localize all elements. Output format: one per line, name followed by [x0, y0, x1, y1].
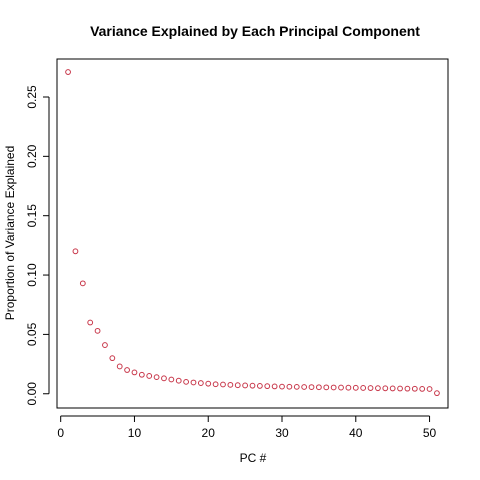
- x-tick-label: 50: [423, 426, 437, 440]
- data-point: [227, 381, 234, 388]
- data-point: [411, 385, 418, 392]
- data-point: [264, 383, 271, 390]
- data-point: [234, 382, 241, 389]
- data-point: [345, 384, 352, 391]
- data-point: [330, 384, 337, 391]
- y-axis-label: Proportion of Variance Explained: [3, 146, 17, 321]
- data-point: [65, 69, 71, 75]
- data-point: [352, 384, 359, 391]
- y-tick-label: 0.25: [25, 85, 39, 109]
- data-point: [183, 378, 190, 385]
- x-tick-label: 40: [349, 426, 363, 440]
- data-points: [65, 69, 440, 397]
- data-point: [79, 280, 86, 287]
- data-point: [242, 382, 249, 389]
- data-point: [256, 383, 263, 389]
- data-point: [168, 376, 175, 383]
- data-point: [102, 342, 108, 348]
- data-point: [175, 377, 182, 384]
- data-point: [87, 319, 94, 326]
- y-tick-label: 0.05: [25, 322, 39, 346]
- data-point: [301, 384, 308, 390]
- data-point: [72, 248, 79, 255]
- data-point: [315, 384, 322, 391]
- data-point: [161, 375, 167, 382]
- data-point: [138, 371, 145, 378]
- data-point: [124, 367, 130, 373]
- y-tick-label: 0.00: [25, 382, 39, 406]
- data-point: [249, 382, 256, 389]
- x-axis-label: PC #: [240, 451, 267, 465]
- data-point: [220, 381, 226, 388]
- data-point: [190, 379, 197, 386]
- data-point: [205, 380, 212, 387]
- data-point: [131, 369, 138, 376]
- data-point: [94, 327, 101, 334]
- data-point: [109, 355, 116, 362]
- data-point: [434, 390, 440, 397]
- x-tick-label: 20: [202, 426, 216, 440]
- data-point: [404, 385, 411, 392]
- y-axis: 0.00 0.05 0.10 0.15 0.20 0.25: [25, 85, 50, 406]
- data-point: [375, 385, 381, 392]
- data-point: [426, 386, 433, 392]
- data-point: [367, 385, 374, 391]
- data-point: [338, 384, 344, 391]
- data-point: [308, 384, 315, 391]
- x-axis: 0 10 20 30 40 50: [57, 415, 437, 440]
- data-point: [360, 385, 367, 391]
- y-tick-label: 0.20: [25, 144, 39, 168]
- plot-frame: [56, 58, 449, 409]
- data-point: [116, 363, 123, 370]
- data-point: [397, 385, 403, 392]
- y-tick-label: 0.15: [25, 204, 39, 228]
- data-point: [286, 383, 293, 390]
- data-point: [153, 374, 160, 381]
- data-point: [293, 383, 300, 390]
- x-tick-label: 30: [275, 426, 289, 440]
- data-point: [197, 380, 204, 386]
- data-point: [279, 383, 285, 390]
- data-point: [271, 383, 278, 390]
- data-point: [212, 381, 219, 388]
- data-point: [389, 385, 396, 392]
- data-point: [419, 385, 426, 392]
- y-tick-label: 0.10: [25, 263, 39, 287]
- data-point: [382, 385, 389, 392]
- chart-title: Variance Explained by Each Principal Com…: [90, 23, 420, 39]
- x-tick-label: 10: [128, 426, 142, 440]
- x-tick-label: 0: [57, 426, 64, 440]
- data-point: [323, 384, 330, 391]
- data-point: [146, 373, 153, 379]
